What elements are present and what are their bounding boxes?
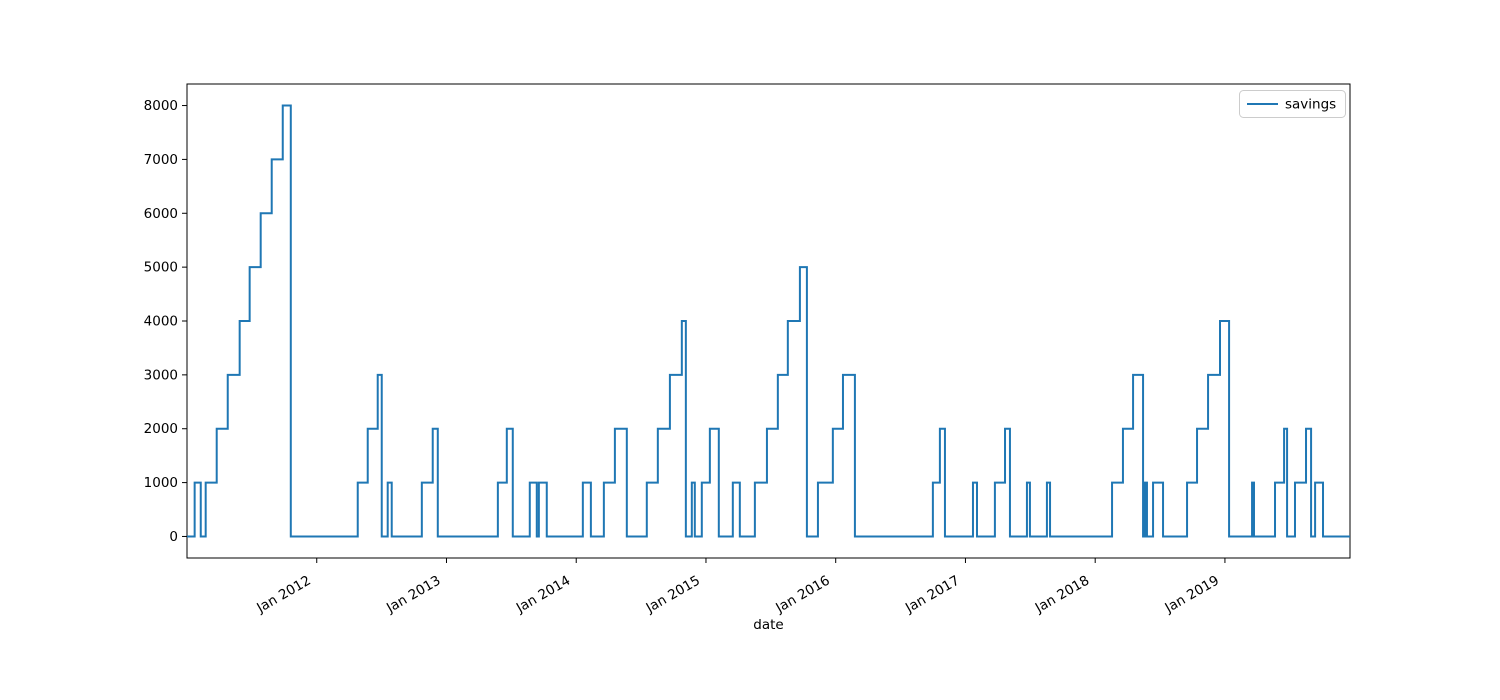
x-tick-label: Jan 2013: [383, 573, 443, 617]
x-tick-label: Jan 2014: [513, 573, 573, 617]
y-tick-label: 2000: [144, 421, 178, 437]
x-axis: Jan 2012 Jan 2013 Jan 2014 Jan 2015 Jan 2016…: [253, 558, 1226, 617]
x-tick-label: Jan 2018: [1032, 573, 1092, 617]
y-tick-label: 1000: [144, 475, 178, 491]
x-tick-label: Jan 2016: [772, 573, 832, 617]
legend-frame: [1239, 90, 1346, 118]
y-tick-label: 4000: [144, 314, 178, 330]
x-tick-label: Jan 2015: [643, 573, 703, 617]
x-tick-label: Jan 2012: [253, 573, 313, 617]
x-tick-label: Jan 2017: [902, 573, 962, 617]
legend-label: savings: [1285, 97, 1336, 113]
legend: savings: [1239, 90, 1346, 118]
x-axis-label: date: [753, 617, 783, 633]
y-tick-label: 3000: [144, 367, 178, 383]
y-tick-label: 5000: [144, 260, 178, 276]
x-tick-label: Jan 2019: [1162, 573, 1222, 617]
y-tick-label: 8000: [144, 98, 178, 114]
y-axis: 0 1000 2000 3000 4000 5000 6000 7000 8000: [144, 98, 187, 545]
plot-area: [186, 83, 1351, 559]
savings-line: [187, 104, 1350, 538]
y-tick-label: 6000: [144, 206, 178, 222]
y-tick-label: 0: [169, 529, 178, 545]
y-tick-label: 7000: [144, 152, 178, 168]
